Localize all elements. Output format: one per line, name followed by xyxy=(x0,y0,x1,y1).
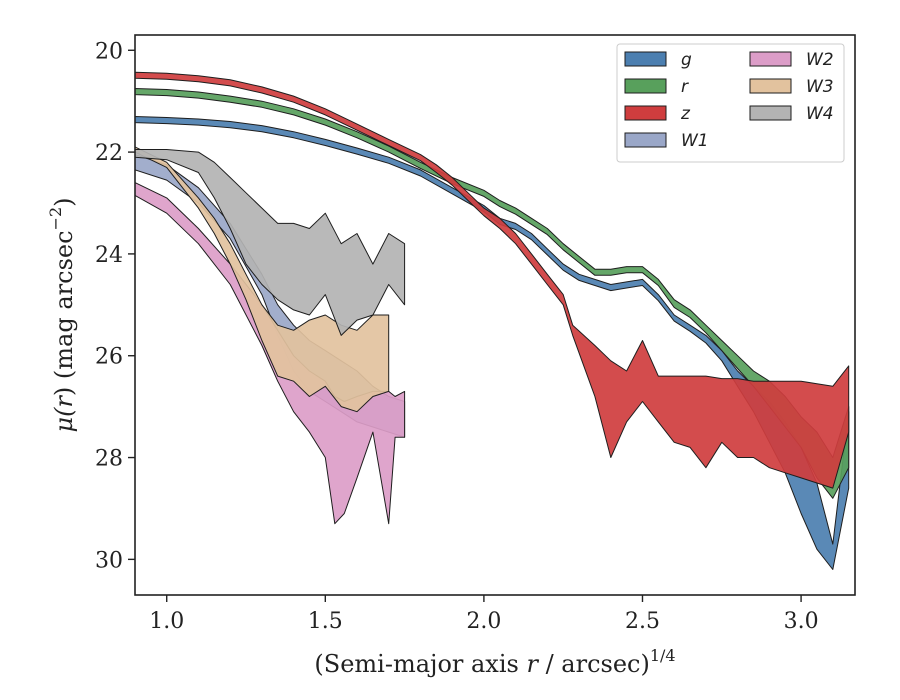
y-tick-label: 20 xyxy=(95,39,123,64)
series-band-W3 xyxy=(135,146,390,413)
legend-label-g: g xyxy=(681,50,692,70)
y-tick-label: 28 xyxy=(95,447,123,472)
x-axis-label: (Semi-major axis r / arcsec)1/4 xyxy=(314,646,675,678)
legend-label-W1: W1 xyxy=(681,131,709,151)
legend-frame xyxy=(616,43,845,163)
y-tick-label: 30 xyxy=(95,548,123,573)
y-tick-label: 22 xyxy=(95,141,123,166)
y-tick-label: 24 xyxy=(95,243,123,268)
legend: grz W1 W2 W3 W4 xyxy=(616,43,845,163)
series-band-z xyxy=(135,71,850,489)
legend-label-r: r xyxy=(681,77,689,97)
legend-label-z: z xyxy=(680,104,691,124)
x-tick-label: 1.5 xyxy=(308,609,343,634)
series-layer xyxy=(135,71,850,570)
x-tick-label: 3.0 xyxy=(784,609,819,634)
legend-swatch-W3 xyxy=(749,78,792,94)
legend-label-W3: W3 xyxy=(806,77,834,97)
legend-swatch-r xyxy=(624,78,667,94)
legend-label-W4: W4 xyxy=(806,104,834,124)
y-tick-label: 26 xyxy=(95,345,123,370)
series-band-r xyxy=(135,88,850,499)
legend-swatch-W4 xyxy=(749,105,792,121)
x-tick-label: 2.0 xyxy=(466,609,501,634)
y-axis: 20 22 24 26 28 30 xyxy=(95,39,135,573)
legend-swatch-g xyxy=(624,51,667,67)
legend-swatch-z xyxy=(624,105,667,121)
legend-swatch-W2 xyxy=(749,51,792,67)
plot-frame xyxy=(134,34,856,596)
x-axis: 1.0 1.5 2.0 2.5 3.0 xyxy=(149,595,819,634)
series-band-W4 xyxy=(135,149,406,336)
y-axis-label: μ(r) (mag arcsec−2) xyxy=(46,197,78,432)
x-tick-label: 1.0 xyxy=(149,609,184,634)
legend-label-W2: W2 xyxy=(806,50,834,70)
x-tick-label: 2.5 xyxy=(625,609,660,634)
legend-swatch-W1 xyxy=(624,132,667,148)
